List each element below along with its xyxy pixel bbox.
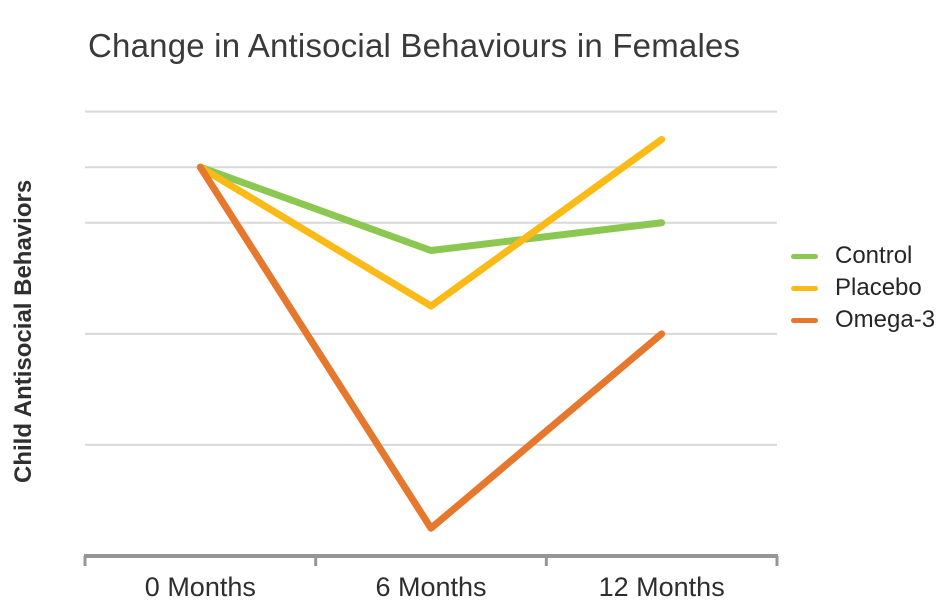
- x-tick-label: 6 Months: [375, 572, 486, 602]
- legend-label: Control: [835, 242, 913, 269]
- legend-marker-placebo: [791, 285, 818, 291]
- series-line-placebo: [196, 135, 666, 310]
- legend-item-placebo: Placebo: [791, 272, 935, 304]
- series-line-control: [196, 163, 666, 255]
- legend-item-omega-3: Omega-3: [791, 304, 935, 336]
- legend-label: Placebo: [835, 274, 922, 301]
- chart-title: Change in Antisocial Behaviours in Femal…: [88, 27, 741, 64]
- x-tick-label: 12 Months: [599, 572, 725, 602]
- series-line-omega-3: [196, 163, 666, 532]
- legend-label: Omega-3: [835, 306, 936, 333]
- legend-marker-control: [791, 253, 818, 259]
- legend-marker-omega-3: [791, 317, 818, 323]
- x-tick-label: 0 Months: [145, 572, 256, 602]
- chart-legend: Control Placebo Omega-3: [791, 240, 935, 336]
- legend-item-control: Control: [791, 240, 935, 272]
